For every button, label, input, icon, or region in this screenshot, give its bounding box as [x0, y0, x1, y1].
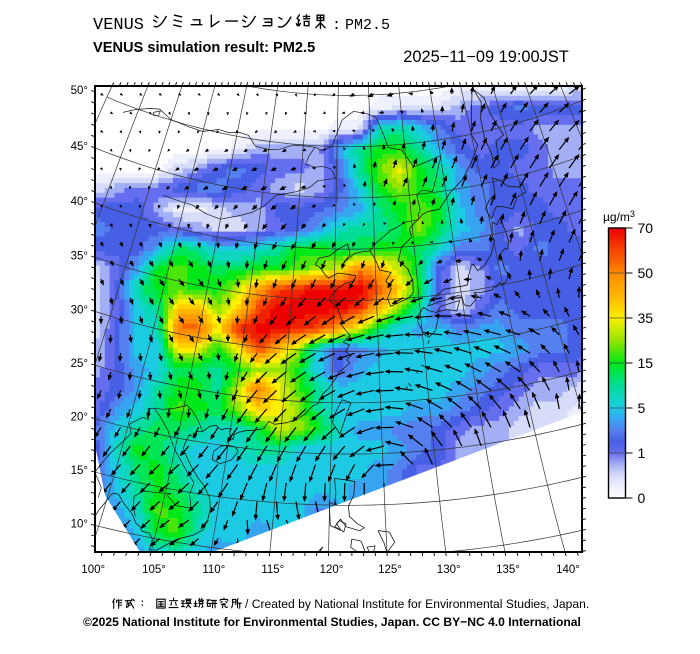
svg-text:140°: 140°	[556, 564, 580, 576]
svg-text:20°: 20°	[71, 412, 88, 424]
svg-text:50: 50	[638, 265, 654, 281]
svg-text:15°: 15°	[71, 465, 88, 477]
svg-text:30°: 30°	[71, 304, 88, 316]
svg-text:105°: 105°	[142, 564, 166, 576]
svg-text:135°: 135°	[496, 564, 520, 576]
svg-text:40°: 40°	[71, 196, 88, 208]
svg-text:PM2.5: PM2.5	[345, 17, 390, 34]
svg-text:25°: 25°	[71, 358, 88, 370]
svg-text:120°: 120°	[320, 564, 344, 576]
svg-text:45°: 45°	[71, 141, 88, 153]
svg-text:VENUS simulation result: PM2.5: VENUS simulation result: PM2.5	[93, 40, 315, 56]
svg-text:©2025 National Institute for E: ©2025 National Institute for Environment…	[83, 615, 581, 629]
svg-text:1: 1	[638, 445, 646, 461]
svg-text:130°: 130°	[437, 564, 461, 576]
svg-text:0: 0	[638, 490, 646, 506]
svg-text:15: 15	[638, 355, 654, 371]
svg-text:2025−11−09 19:00JST: 2025−11−09 19:00JST	[403, 48, 569, 66]
svg-text:70: 70	[638, 220, 654, 236]
svg-text:35°: 35°	[71, 250, 88, 262]
svg-text:100°: 100°	[81, 564, 105, 576]
svg-text:10°: 10°	[71, 518, 88, 530]
svg-text:50°: 50°	[71, 85, 88, 97]
svg-text:110°: 110°	[202, 564, 225, 576]
svg-text:/ Created by National Institut: / Created by National Institute for Envi…	[245, 597, 589, 611]
svg-text::: :	[332, 17, 341, 34]
svg-text:5: 5	[638, 400, 646, 416]
svg-text:VENUS: VENUS	[93, 16, 144, 35]
svg-text:115°: 115°	[261, 564, 284, 576]
svg-text:35: 35	[638, 310, 654, 326]
svg-text:125°: 125°	[378, 564, 402, 576]
